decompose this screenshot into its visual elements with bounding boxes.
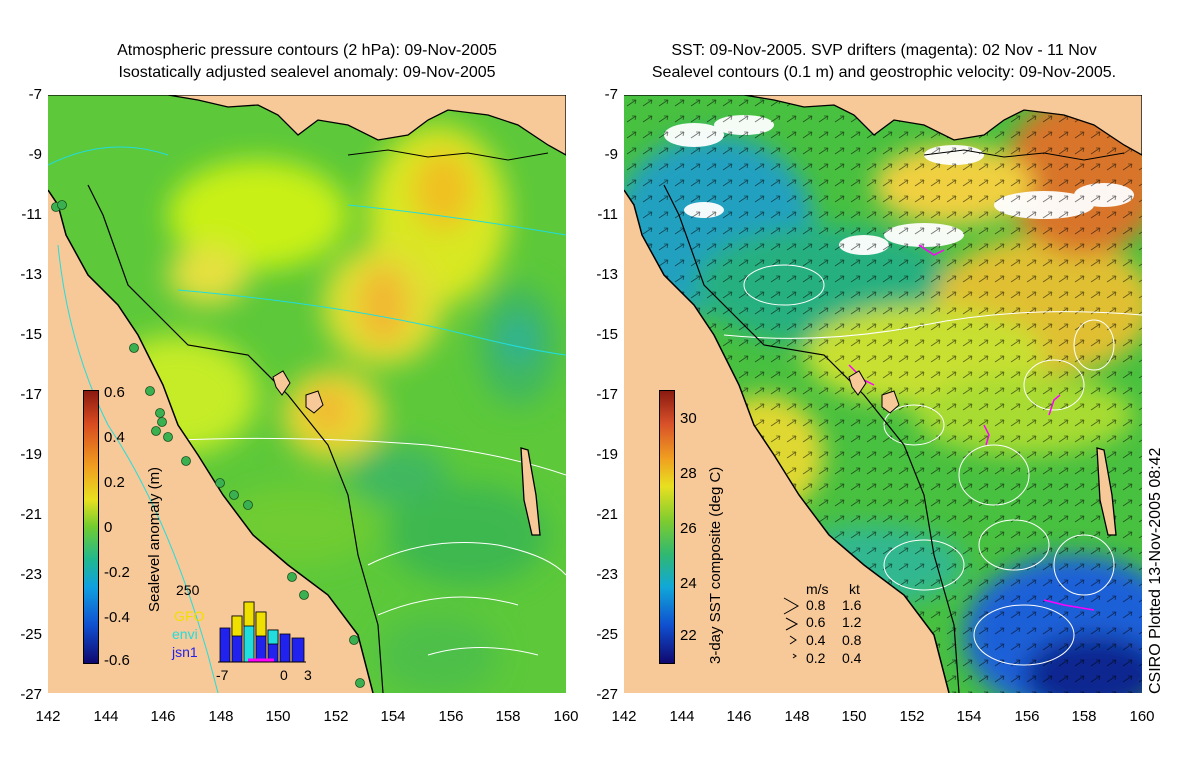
tide-gauge-markers bbox=[51, 200, 365, 688]
y-tick-left: -15 bbox=[20, 326, 42, 343]
sealevel-anomaly-map[interactable] bbox=[48, 95, 566, 693]
x-tick-right: 144 bbox=[669, 708, 695, 725]
right-cb-tick: 24 bbox=[680, 575, 697, 592]
new-caledonia-right bbox=[1096, 447, 1117, 536]
y-tick-left: -23 bbox=[20, 566, 42, 583]
y-tick-left: -9 bbox=[28, 146, 42, 163]
x-tick-left: 156 bbox=[438, 708, 464, 725]
new-guinea-land-right bbox=[624, 95, 1142, 156]
x-tick-left: 154 bbox=[380, 708, 406, 725]
inset-x-tick: 0 bbox=[280, 667, 288, 683]
left-title-line2: Isostatically adjusted sealevel anomaly:… bbox=[118, 64, 496, 81]
right-cb-tick: 30 bbox=[680, 410, 697, 427]
x-tick-right: 142 bbox=[611, 708, 637, 725]
x-tick-right: 156 bbox=[1014, 708, 1040, 725]
right-cb-tick: 28 bbox=[680, 465, 697, 482]
velocity-legend-header-kt: kt bbox=[849, 581, 860, 597]
left-title-line1: Atmospheric pressure contours (2 hPa): 0… bbox=[117, 42, 497, 59]
y-tick-left: -7 bbox=[28, 86, 42, 103]
inset-x-tick: -7 bbox=[216, 667, 229, 683]
x-tick-right: 160 bbox=[1129, 708, 1155, 725]
inset-x-tick: 3 bbox=[304, 667, 312, 683]
right-cb-tick: 26 bbox=[680, 520, 697, 537]
x-tick-left: 144 bbox=[93, 708, 119, 725]
x-tick-left: 152 bbox=[323, 708, 349, 725]
australia-coastline-right bbox=[624, 189, 950, 693]
altimeter-inset bbox=[218, 590, 306, 664]
y-tick-right: -13 bbox=[596, 266, 618, 283]
right-cb-tick: 22 bbox=[680, 627, 697, 644]
y-tick-left: -11 bbox=[21, 206, 42, 223]
x-tick-left: 150 bbox=[265, 708, 291, 725]
left-colorbar-label: Sealevel anomaly (m) bbox=[146, 466, 163, 612]
x-tick-right: 154 bbox=[956, 708, 982, 725]
velocity-legend-ms: 0.8 bbox=[806, 597, 826, 613]
y-tick-right: -23 bbox=[596, 566, 618, 583]
inset-legend-jsn1: jsn1 bbox=[172, 644, 198, 660]
australia-coastline bbox=[48, 189, 374, 693]
velocity-legend-ms: 0.4 bbox=[806, 632, 826, 648]
y-tick-left: -25 bbox=[20, 626, 42, 643]
velocity-legend-arrows bbox=[783, 597, 800, 659]
left-colorbar bbox=[83, 390, 99, 664]
sst-map-canvas bbox=[624, 95, 1142, 693]
x-tick-right: 158 bbox=[1071, 708, 1097, 725]
y-tick-left: -21 bbox=[20, 506, 42, 523]
right-colorbar bbox=[659, 390, 675, 664]
y-tick-left: -13 bbox=[20, 266, 42, 283]
right-colorbar-label: 3-day SST composite (deg C) bbox=[707, 466, 724, 664]
y-tick-right: -21 bbox=[596, 506, 618, 523]
x-tick-left: 158 bbox=[495, 708, 521, 725]
y-tick-right: -19 bbox=[596, 446, 618, 463]
sst-map[interactable] bbox=[624, 95, 1142, 693]
y-tick-right: -15 bbox=[596, 326, 618, 343]
y-tick-right: -17 bbox=[596, 386, 618, 403]
sealevel-map-canvas bbox=[48, 95, 566, 693]
left-cb-tick: 0 bbox=[104, 519, 113, 536]
velocity-legend-ms: 0.6 bbox=[806, 614, 826, 630]
x-tick-right: 150 bbox=[841, 708, 867, 725]
y-tick-left: -19 bbox=[20, 446, 42, 463]
y-tick-right: -25 bbox=[596, 626, 618, 643]
new-caledonia bbox=[520, 447, 541, 536]
inset-legend-envi: envi bbox=[172, 626, 198, 642]
right-title-line1: SST: 09-Nov-2005. SVP drifters (magenta)… bbox=[671, 42, 1097, 59]
velocity-legend-kt: 0.8 bbox=[842, 632, 862, 648]
geostrophic-velocity-arrows bbox=[624, 95, 1142, 693]
plot-credit: CSIRO Plotted 13-Nov-2005 08:42 bbox=[1147, 447, 1164, 694]
x-tick-right: 146 bbox=[726, 708, 752, 725]
left-cb-tick: 0.2 bbox=[104, 474, 125, 491]
sealevel-contours bbox=[723, 264, 1142, 666]
x-tick-right: 152 bbox=[899, 708, 925, 725]
left-cb-tick: -0.6 bbox=[104, 652, 130, 669]
x-tick-left: 142 bbox=[35, 708, 61, 725]
velocity-legend-kt: 1.2 bbox=[842, 614, 862, 630]
new-guinea-land bbox=[48, 95, 566, 156]
sealevel-field bbox=[48, 95, 566, 693]
y-tick-right: -11 bbox=[597, 206, 618, 223]
x-tick-left: 148 bbox=[208, 708, 234, 725]
x-tick-left: 146 bbox=[150, 708, 176, 725]
x-tick-right: 148 bbox=[784, 708, 810, 725]
velocity-legend-kt: 0.4 bbox=[842, 650, 862, 666]
y-tick-left: -17 bbox=[20, 386, 42, 403]
sst-field bbox=[624, 95, 1142, 693]
x-tick-left: 160 bbox=[553, 708, 579, 725]
y-tick-left: -27 bbox=[20, 686, 42, 703]
velocity-legend-kt: 1.6 bbox=[842, 597, 862, 613]
inset-ymax-label: 250 bbox=[176, 582, 200, 598]
left-cb-tick: -0.4 bbox=[104, 609, 130, 626]
velocity-legend-header-ms: m/s bbox=[806, 581, 829, 597]
velocity-legend-ms: 0.2 bbox=[806, 650, 826, 666]
y-tick-right: -9 bbox=[604, 146, 618, 163]
left-cb-tick: -0.2 bbox=[104, 564, 130, 581]
right-title-line2: Sealevel contours (0.1 m) and geostrophi… bbox=[651, 64, 1117, 81]
y-tick-right: -7 bbox=[604, 86, 618, 103]
y-tick-right: -27 bbox=[596, 686, 618, 703]
left-cb-tick: 0.4 bbox=[104, 429, 125, 446]
inset-legend-gfo: GFO bbox=[174, 608, 205, 624]
left-cb-tick: 0.6 bbox=[104, 384, 125, 401]
